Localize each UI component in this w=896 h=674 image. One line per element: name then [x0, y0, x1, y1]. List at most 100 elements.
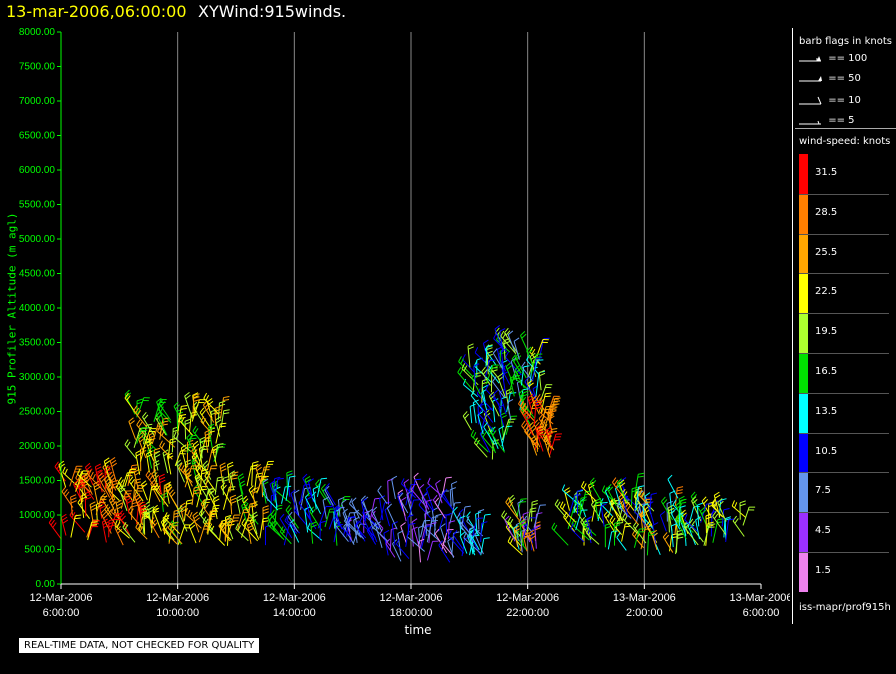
x-tick-label: 6:00:00 — [743, 607, 780, 619]
wind-barb — [610, 498, 620, 522]
wind-barb — [696, 502, 704, 527]
wind-barb — [674, 486, 684, 506]
wind-barb — [724, 516, 732, 540]
wind-barb — [539, 384, 553, 404]
wind-barb — [192, 425, 204, 444]
wind-barb — [635, 485, 645, 511]
x-tick-label: 13-Mar-2006 — [613, 592, 676, 604]
y-tick-label: 5000.00 — [19, 234, 56, 245]
wind-barb — [579, 496, 587, 517]
wind-barb — [304, 506, 311, 533]
colorbar-swatch — [799, 512, 808, 552]
axes: 0.00 500.00 1000.00 1500.00 2000.00 2500.00 30… — [19, 27, 790, 619]
x-tick-label: 12-Mar-2006 — [496, 592, 559, 604]
colorbar-swatch — [799, 472, 808, 513]
colorbar-swatch — [799, 273, 808, 314]
wind-barb — [480, 513, 491, 535]
barb-legend-item: == 10 — [799, 94, 861, 106]
wind-barb — [528, 529, 536, 552]
wind-barb — [247, 521, 255, 544]
wind-barb — [617, 499, 632, 519]
y-tick-label: 1000.00 — [19, 510, 56, 521]
wind-barb — [485, 364, 499, 385]
wind-barb — [532, 357, 543, 382]
wind-barb — [257, 466, 271, 491]
wind-barb — [255, 463, 262, 484]
wind-barb — [447, 530, 465, 554]
y-tick-label: 8000.00 — [19, 27, 56, 38]
wind-barb — [48, 517, 62, 540]
colorbar-divider — [799, 353, 889, 354]
wind-barb-plot: 0.00 500.00 1000.00 1500.00 2000.00 2500.00 30… — [19, 27, 790, 619]
wind-barb — [322, 496, 329, 519]
wind-barb — [124, 439, 137, 459]
wind-barb — [118, 485, 128, 512]
colorbar-swatch — [799, 432, 808, 473]
wind-barb — [375, 521, 383, 549]
y-tick-label: 0.00 — [36, 579, 56, 590]
wind-barb — [589, 477, 603, 504]
wind-barb — [203, 488, 215, 509]
wind-barb — [101, 518, 110, 543]
wind-barb — [732, 515, 745, 537]
wind-barb — [220, 409, 230, 428]
wind-barb — [534, 525, 541, 549]
wind-barb — [146, 450, 153, 473]
wind-barb — [214, 476, 224, 495]
wind-barb — [62, 466, 79, 488]
wind-barb — [659, 511, 667, 532]
barb-legend-item: == 5 — [799, 114, 855, 126]
colorbar-label: 10.5 — [815, 445, 838, 457]
wind-barb — [438, 540, 451, 563]
wind-barb — [701, 496, 713, 519]
wind-barb — [472, 399, 479, 424]
wind-barb — [492, 376, 505, 398]
wind-barb — [559, 501, 577, 523]
barb-100-icon — [799, 56, 821, 62]
wind-barb — [227, 461, 234, 484]
wind-barb — [222, 486, 236, 510]
wind-barb — [480, 537, 490, 556]
wind-barb — [135, 521, 148, 540]
wind-barb — [312, 485, 319, 510]
barb-legend-label: == 50 — [828, 73, 861, 84]
wind-barb — [662, 532, 674, 553]
wind-barb — [273, 477, 284, 501]
colorbar-label: 13.5 — [815, 405, 838, 417]
title-bar: 13-mar-2006,06:00:00 XYWind:915winds. — [0, 0, 790, 28]
wind-barb — [713, 491, 721, 518]
wind-barb — [324, 485, 334, 506]
wind-barb — [511, 354, 522, 374]
wind-barb — [519, 519, 526, 546]
y-tick-label: 1500.00 — [19, 476, 56, 487]
colorbar-divider — [799, 273, 889, 275]
wind-barb — [285, 475, 296, 501]
wind-barb — [192, 393, 200, 418]
wind-barb — [521, 420, 536, 445]
wind-barb — [397, 489, 406, 516]
quality-notice: REAL-TIME DATA, NOT CHECKED FOR QUALITY — [18, 637, 261, 654]
colorbar-label: 16.5 — [815, 365, 838, 377]
wind-barb — [563, 511, 576, 533]
wind-barb — [456, 512, 473, 537]
wind-barb — [391, 475, 398, 500]
wind-barb — [568, 494, 582, 516]
wind-barb — [521, 361, 533, 381]
wind-barb — [175, 459, 185, 483]
wind-barb — [177, 405, 188, 423]
wind-barb — [533, 400, 542, 426]
wind-barb — [731, 500, 746, 518]
wind-barb — [502, 371, 509, 396]
wind-barb — [526, 346, 534, 366]
wind-barb — [561, 484, 581, 506]
x-tick-label: 12-Mar-2006 — [263, 592, 326, 604]
wind-barb — [97, 472, 111, 498]
colorbar-swatch — [799, 313, 808, 353]
wind-barb — [505, 351, 522, 376]
wind-barb — [235, 523, 249, 542]
colorbar-title: wind-speed: knots — [799, 136, 891, 147]
wind-barb — [279, 513, 293, 539]
wind-barb — [535, 424, 544, 452]
colorbar-swatch — [799, 154, 808, 194]
wind-barb — [347, 517, 365, 540]
